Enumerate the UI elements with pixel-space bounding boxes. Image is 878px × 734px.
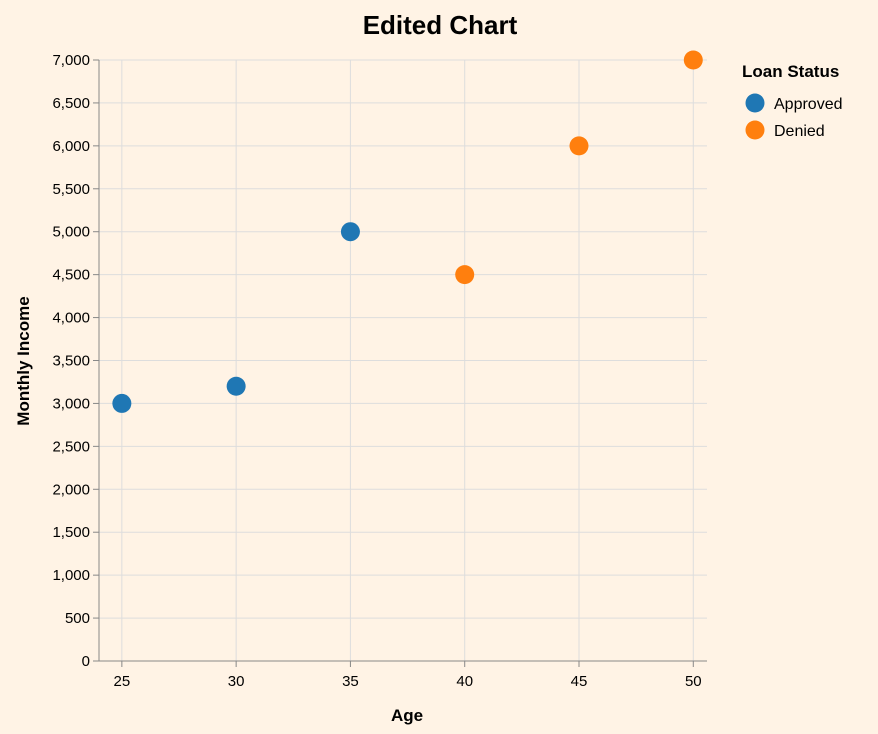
- legend-label: Approved: [774, 96, 843, 113]
- legend-title: Loan Status: [742, 62, 839, 81]
- x-tick-label: 45: [571, 673, 588, 690]
- legend-label: Denied: [774, 123, 825, 140]
- y-tick-label: 3,000: [52, 395, 90, 412]
- y-tick-label: 6,000: [52, 138, 90, 155]
- data-point: [112, 393, 132, 413]
- data-point: [683, 50, 703, 70]
- y-tick-label: 4,000: [52, 310, 90, 327]
- x-tick-label: 30: [228, 673, 245, 690]
- y-tick-label: 6,500: [52, 95, 90, 112]
- y-tick-label: 7,000: [52, 52, 90, 69]
- data-point: [340, 222, 360, 242]
- y-tick-label: 2,500: [52, 438, 90, 455]
- y-tick-label: 1,500: [52, 524, 90, 541]
- chart-title: Edited Chart: [363, 10, 518, 40]
- x-tick-label: 35: [342, 673, 359, 690]
- y-axis-title: Monthly Income: [14, 296, 33, 425]
- y-tick-label: 5,500: [52, 181, 90, 198]
- x-axis-title: Age: [391, 706, 423, 725]
- y-tick-label: 500: [65, 610, 90, 627]
- x-tick-label: 40: [456, 673, 473, 690]
- grid: [99, 59, 707, 662]
- x-tick-label: 50: [685, 673, 702, 690]
- y-tick-label: 5,000: [52, 224, 90, 241]
- y-tick-label: 0: [82, 653, 90, 670]
- data-point: [226, 376, 246, 396]
- data-points: [112, 50, 703, 413]
- legend-swatch: [745, 120, 765, 140]
- y-tick-label: 2,000: [52, 481, 90, 498]
- x-tick-label: 25: [114, 673, 131, 690]
- y-tick-label: 3,500: [52, 353, 90, 370]
- data-point: [455, 265, 475, 285]
- axes: 0 500 1,000 1,500 2,000 2,500 3,000 3,500 4,000 4…: [52, 52, 707, 690]
- legend: Loan Status Approved Denied: [742, 62, 843, 140]
- data-point: [569, 136, 589, 156]
- y-tick-label: 1,000: [52, 567, 90, 584]
- legend-swatch: [745, 93, 765, 113]
- y-tick-label: 4,500: [52, 267, 90, 284]
